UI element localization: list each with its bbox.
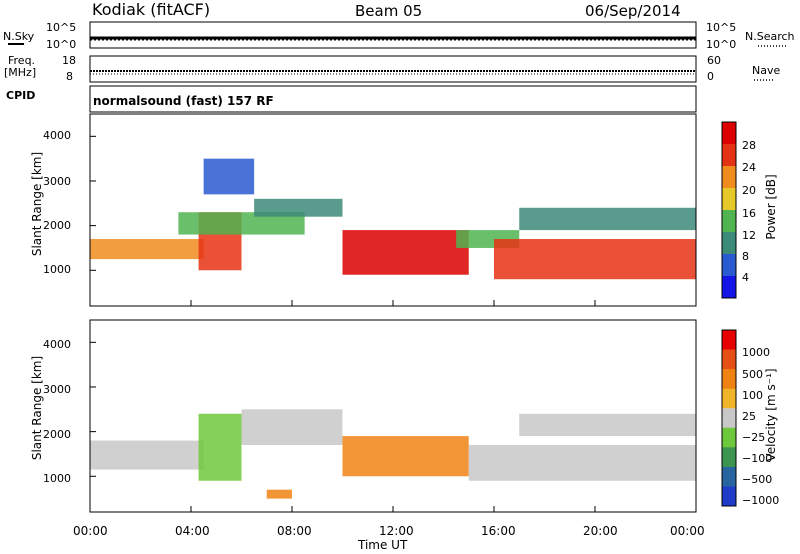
power-ytick: 1000 bbox=[43, 263, 71, 276]
velocity-panel bbox=[90, 341, 696, 499]
colorbar-segment bbox=[722, 408, 736, 429]
velocity-region bbox=[342, 436, 469, 477]
x-tick-label: 00:00 bbox=[73, 524, 108, 538]
power-cbar-tick: 4 bbox=[742, 271, 749, 284]
power-cbar-tick: 16 bbox=[742, 207, 756, 220]
nsearch-tick-top: 10^5 bbox=[706, 21, 737, 34]
colorbar-segment bbox=[722, 349, 736, 370]
velocity-region bbox=[468, 445, 696, 481]
x-ticks bbox=[89, 300, 697, 512]
nave-label: Nave bbox=[752, 64, 781, 77]
colorbar-frame bbox=[721, 121, 737, 299]
power-region bbox=[519, 207, 696, 231]
nsky-tick-top: 10^5 bbox=[46, 21, 77, 34]
velocity-ytick: 2000 bbox=[43, 428, 71, 441]
velocity-ytick: 1000 bbox=[43, 472, 71, 485]
colorbar-segment bbox=[722, 166, 736, 189]
velocity-cbar-tick: −100 bbox=[742, 452, 773, 465]
colorbar-segment bbox=[722, 276, 736, 299]
power-cbar-tick: 8 bbox=[742, 250, 749, 263]
velocity-region bbox=[198, 413, 242, 481]
nsky-label: N.Sky bbox=[3, 30, 35, 43]
nsky-tick-bottom: 10^0 bbox=[46, 38, 77, 51]
colorbar-segment bbox=[722, 144, 736, 167]
velocity-cbar-tick: −25 bbox=[742, 431, 766, 444]
power-ytick: 3000 bbox=[43, 175, 71, 188]
x-tick-label: 08:00 bbox=[277, 524, 312, 538]
power-cbar-tick: 12 bbox=[742, 229, 756, 242]
velocity-cbar-tick: 500 bbox=[742, 368, 763, 381]
colorbar-segment bbox=[722, 254, 736, 277]
power-region bbox=[494, 239, 696, 280]
power-region bbox=[254, 198, 343, 217]
colorbar-segment bbox=[722, 466, 736, 487]
freq-unit: [MHz] bbox=[4, 66, 37, 79]
nsearch-tick-bottom: 10^0 bbox=[706, 38, 737, 51]
colorbar-segment bbox=[722, 388, 736, 409]
velocity-region bbox=[519, 413, 696, 437]
x-tick-label: 00:00 bbox=[670, 524, 705, 538]
x-tick-label: 04:00 bbox=[175, 524, 210, 538]
freq-tick-bottom: 8 bbox=[66, 70, 73, 83]
colorbar-segment bbox=[722, 427, 736, 448]
station-title: Kodiak (fitACF) bbox=[92, 0, 211, 19]
velocity-colorbar bbox=[721, 329, 737, 507]
velocity-cbar-tick: 25 bbox=[742, 410, 756, 423]
power-region bbox=[90, 239, 204, 260]
colorbar-segment bbox=[722, 447, 736, 468]
x-tick-label: 12:00 bbox=[379, 524, 414, 538]
freq-label: Freq. bbox=[8, 54, 36, 67]
colorbar-segment bbox=[722, 486, 736, 507]
nave-tick-top: 60 bbox=[707, 54, 721, 67]
nsearch-label: N.Search bbox=[745, 30, 795, 43]
velocity-cbar-tick: −500 bbox=[742, 473, 773, 486]
colorbar-segment bbox=[722, 188, 736, 211]
x-axis-label: Time UT bbox=[358, 538, 408, 552]
power-ytick: 2000 bbox=[43, 219, 71, 232]
cpid-label: CPID bbox=[6, 89, 36, 102]
beam-title: Beam 05 bbox=[355, 2, 423, 20]
power-region bbox=[342, 230, 469, 275]
power-colorbar bbox=[721, 121, 737, 299]
freq-strip-frame bbox=[89, 55, 697, 83]
x-tick-label: 20:00 bbox=[583, 524, 618, 538]
date-title: 06/Sep/2014 bbox=[585, 2, 681, 20]
velocity-cbar-tick: 100 bbox=[742, 389, 763, 402]
x-tick-label: 16:00 bbox=[481, 524, 516, 538]
colorbar-segment bbox=[722, 122, 736, 145]
colorbar-frame bbox=[721, 329, 737, 507]
freq-tick-top: 18 bbox=[62, 54, 76, 67]
velocity-ytick: 4000 bbox=[43, 338, 71, 351]
nave-tick-bottom: 0 bbox=[707, 70, 714, 83]
power-region bbox=[203, 158, 255, 195]
velocity-region bbox=[266, 489, 292, 499]
colorbar-segment bbox=[722, 369, 736, 390]
velocity-cbar-tick: −1000 bbox=[742, 494, 780, 507]
power-ytick: 4000 bbox=[43, 129, 71, 142]
velocity-cbar-tick: 1000 bbox=[742, 346, 770, 359]
power-cbar-tick: 28 bbox=[742, 139, 756, 152]
colorbar-segment bbox=[722, 330, 736, 351]
cpid-strip-frame bbox=[89, 85, 697, 113]
cpid-value: normalsound (fast) 157 RF bbox=[93, 94, 274, 108]
power-region bbox=[178, 212, 305, 235]
colorbar-segment bbox=[722, 210, 736, 233]
nsky-strip-frame bbox=[89, 21, 697, 49]
power-cbar-tick: 24 bbox=[742, 161, 756, 174]
colorbar-segment bbox=[722, 232, 736, 255]
velocity-ytick: 3000 bbox=[43, 383, 71, 396]
velocity-region bbox=[90, 440, 204, 470]
power-panel bbox=[90, 135, 696, 280]
power-cbar-tick: 20 bbox=[742, 184, 756, 197]
velocity-region bbox=[241, 409, 343, 446]
